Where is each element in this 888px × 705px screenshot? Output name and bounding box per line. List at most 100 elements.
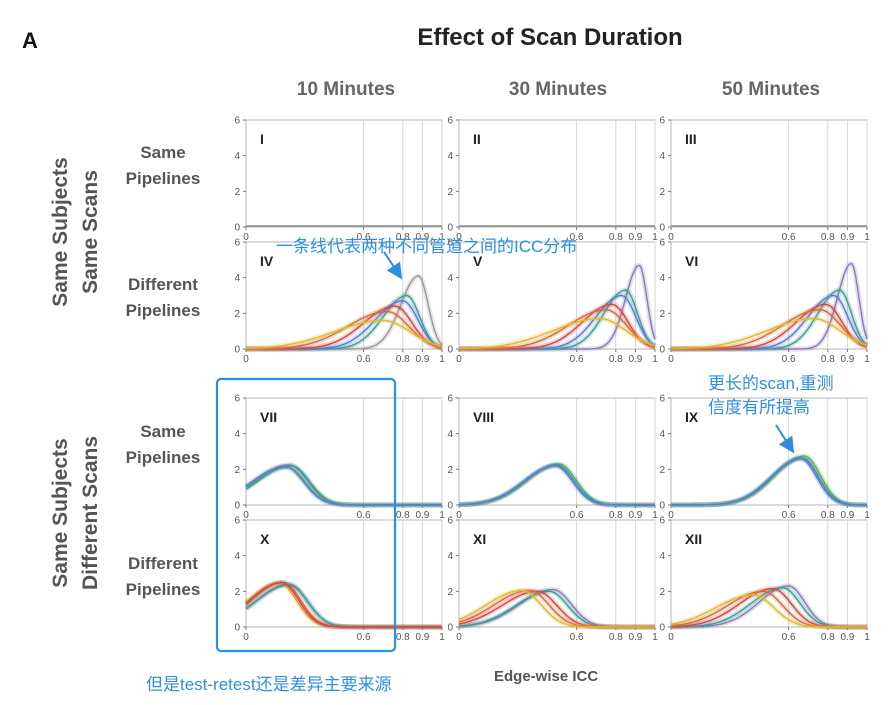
panel-frame <box>670 119 868 228</box>
panel-frame <box>458 119 656 228</box>
x-tick-label: 1 <box>652 632 658 643</box>
density-curve <box>459 465 655 506</box>
x-tick-label: 0.6 <box>782 232 796 243</box>
x-tick-label: 1 <box>864 632 870 643</box>
x-tick-label: 0.9 <box>415 510 429 521</box>
x-tick-label: 0.6 <box>782 632 796 643</box>
annotation-arrow-curve <box>383 251 403 280</box>
x-tick-label: 0.8 <box>821 632 835 643</box>
y-tick-label: 6 <box>659 116 665 127</box>
x-tick-label: 1 <box>652 510 658 521</box>
x-tick-label: 1 <box>439 354 445 365</box>
y-tick-label: 4 <box>447 429 453 440</box>
y-tick-label: 4 <box>447 551 453 562</box>
y-tick-label: 4 <box>234 151 240 162</box>
row-title-line: Same <box>140 143 186 162</box>
y-tick-label: 6 <box>234 238 240 249</box>
y-tick-label: 2 <box>447 309 453 320</box>
figure-title: Effect of Scan Duration <box>417 24 683 51</box>
panel-frame <box>458 519 656 628</box>
x-tick-label: 0 <box>668 510 674 521</box>
y-tick-label: 2 <box>234 465 240 476</box>
y-tick-label: 0 <box>659 345 665 356</box>
x-tick-label: 0.9 <box>840 510 854 521</box>
x-tick-label: 0.6 <box>570 354 584 365</box>
x-tick-label: 0.9 <box>628 354 642 365</box>
y-tick-label: 6 <box>447 394 453 405</box>
row-title-line: Pipelines <box>125 580 201 599</box>
x-tick-label: 0.6 <box>570 510 584 521</box>
y-tick-label: 6 <box>234 516 240 527</box>
x-tick-label: 0.8 <box>821 510 835 521</box>
y-tick-label: 0 <box>447 501 453 512</box>
panel-label: IV <box>260 253 274 269</box>
x-tick-label: 1 <box>439 510 445 521</box>
y-tick-label: 4 <box>659 429 665 440</box>
y-tick-label: 2 <box>234 587 240 598</box>
panel-label: XII <box>685 531 702 547</box>
y-tick-label: 2 <box>447 465 453 476</box>
panel-label: III <box>685 131 697 147</box>
y-tick-label: 6 <box>447 516 453 527</box>
panel-label: I <box>260 131 264 147</box>
row-title-same-pipelines-1: Same Pipelines <box>103 140 223 192</box>
x-tick-label: 0 <box>456 510 462 521</box>
y-tick-label: 0 <box>659 623 665 634</box>
x-tick-label: 0 <box>456 632 462 643</box>
column-title-10-minutes: 10 Minutes <box>296 79 396 100</box>
panel-frame <box>458 397 656 506</box>
x-tick-label: 0 <box>668 232 674 243</box>
highlight-box <box>215 377 397 653</box>
panel-label: VI <box>685 253 698 269</box>
x-tick-label: 1 <box>864 354 870 365</box>
panel-label: V <box>473 253 483 269</box>
y-tick-label: 0 <box>234 223 240 234</box>
density-curve <box>459 309 656 350</box>
density-curve <box>245 466 442 506</box>
x-tick-label: 0.8 <box>821 354 835 365</box>
density-curve <box>458 589 655 628</box>
panel-label: IX <box>685 409 699 425</box>
y-tick-label: 2 <box>234 187 240 198</box>
x-tick-label: 0.9 <box>840 232 854 243</box>
y-tick-label: 6 <box>659 238 665 249</box>
y-tick-label: 0 <box>234 501 240 512</box>
x-tick-label: 0 <box>668 354 674 365</box>
x-tick-label: 0.6 <box>570 632 584 643</box>
x-tick-label: 0.6 <box>782 354 796 365</box>
y-tick-label: 2 <box>447 187 453 198</box>
panel-label: II <box>473 131 481 147</box>
x-tick-label: 0.8 <box>396 632 410 643</box>
panel-frame <box>245 119 443 228</box>
x-tick-label: 0.9 <box>415 354 429 365</box>
y-tick-label: 4 <box>659 551 665 562</box>
x-tick-label: 0.8 <box>821 232 835 243</box>
y-tick-label: 4 <box>659 151 665 162</box>
x-tick-label: 0.6 <box>357 232 371 243</box>
x-tick-label: 0.8 <box>396 354 410 365</box>
panel-frame <box>670 397 868 506</box>
x-tick-label: 0.8 <box>396 510 410 521</box>
x-tick-label: 0.8 <box>609 232 623 243</box>
x-tick-label: 1 <box>864 232 870 243</box>
figure-label: A <box>22 28 38 53</box>
x-tick-label: 0 <box>243 632 249 643</box>
annotation-curve-note: 一条线代表两种不同管道之间的ICC分布 <box>276 237 578 256</box>
annotation-arrow-ix <box>775 424 795 454</box>
x-tick-label: 0 <box>668 632 674 643</box>
row-title-different-pipelines-1: Different Pipelines <box>103 272 223 324</box>
x-tick-label: 1 <box>439 632 445 643</box>
x-tick-label: 0.9 <box>628 632 642 643</box>
y-tick-label: 2 <box>659 309 665 320</box>
x-tick-label: 1 <box>652 232 658 243</box>
x-tick-label: 0.9 <box>628 510 642 521</box>
y-tick-label: 0 <box>659 501 665 512</box>
y-tick-label: 0 <box>234 345 240 356</box>
y-tick-label: 4 <box>447 273 453 284</box>
annotation-line: 更长的scan,重测 <box>708 374 834 393</box>
y-tick-label: 6 <box>447 116 453 127</box>
y-tick-label: 2 <box>659 587 665 598</box>
density-curve <box>246 319 443 350</box>
x-tick-label: 0.6 <box>357 510 371 521</box>
